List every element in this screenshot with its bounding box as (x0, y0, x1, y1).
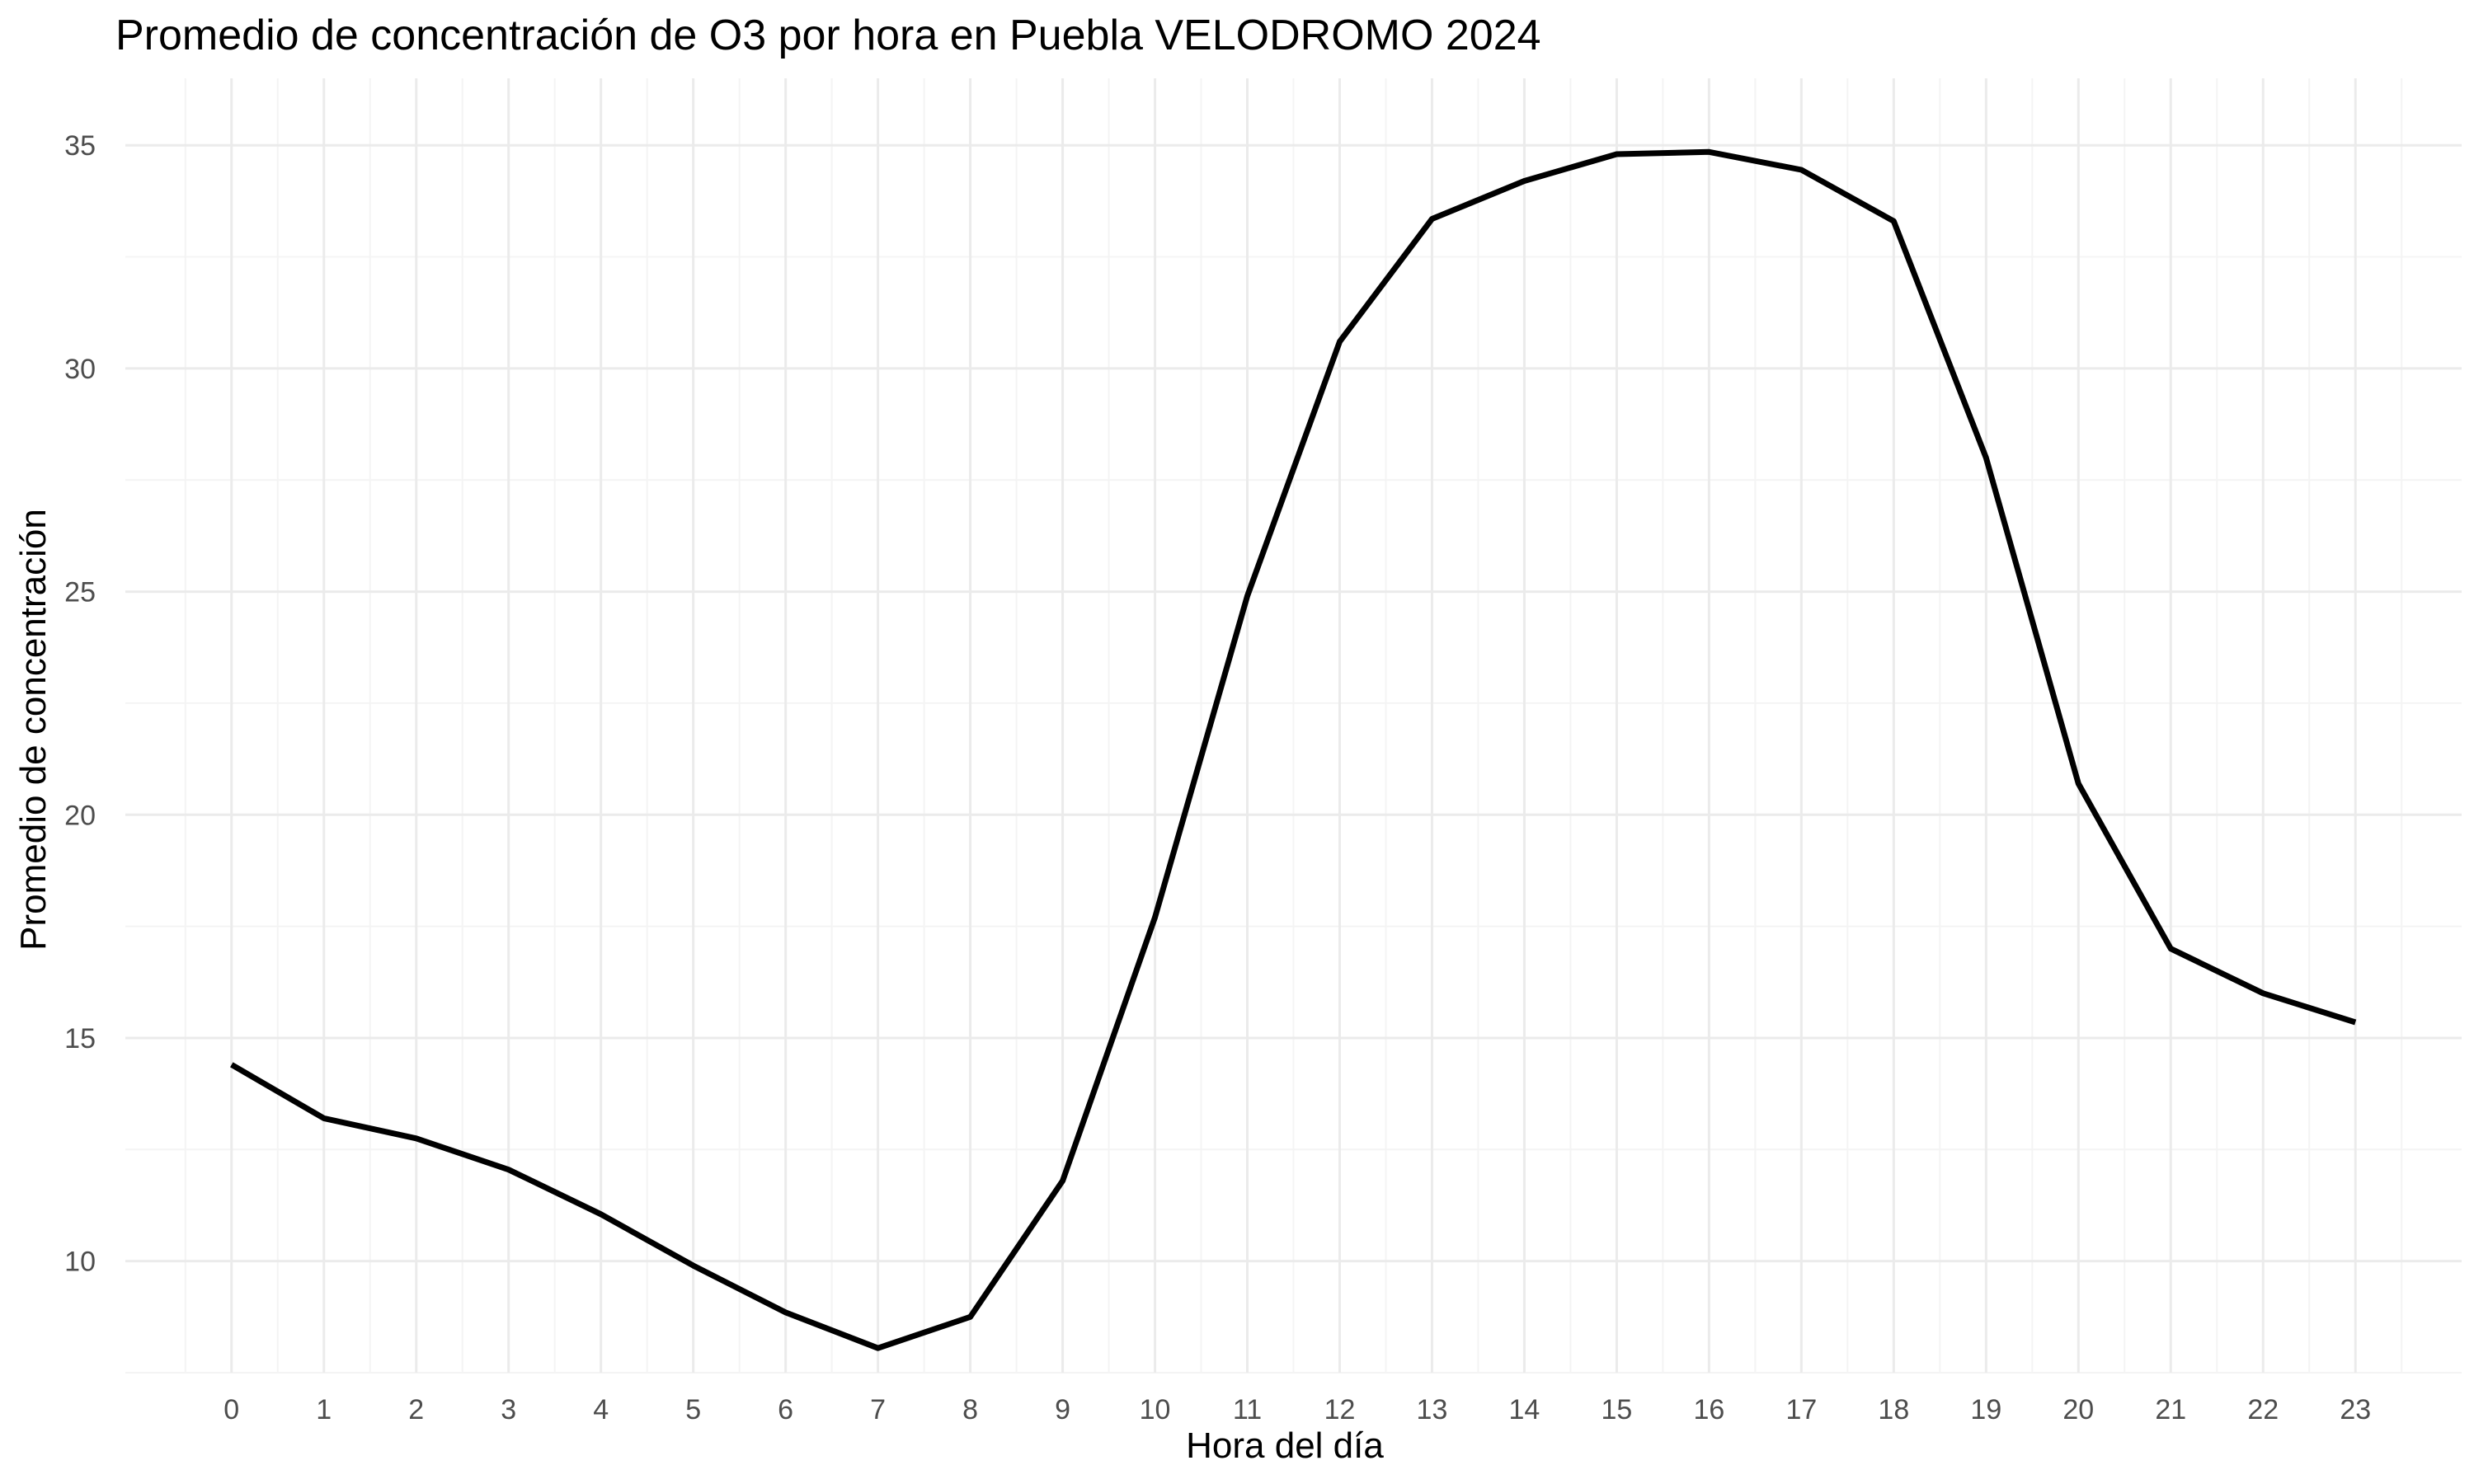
x-tick-label: 17 (1785, 1394, 1817, 1425)
x-tick-label: 4 (593, 1394, 609, 1425)
x-tick-label: 8 (962, 1394, 978, 1425)
x-tick-label: 9 (1055, 1394, 1070, 1425)
y-tick-label: 10 (64, 1247, 96, 1278)
x-tick-label: 13 (1417, 1394, 1448, 1425)
x-tick-label: 0 (223, 1394, 239, 1425)
x-tick-label: 6 (778, 1394, 793, 1425)
x-tick-label: 11 (1233, 1394, 1262, 1425)
x-tick-label: 2 (408, 1394, 424, 1425)
x-tick-label: 16 (1693, 1394, 1724, 1425)
x-tick-label: 20 (2062, 1394, 2094, 1425)
x-tick-label: 23 (2340, 1394, 2371, 1425)
x-tick-label: 1 (316, 1394, 332, 1425)
y-tick-label: 30 (64, 354, 96, 385)
y-tick-label: 25 (64, 577, 96, 608)
x-tick-label: 22 (2247, 1394, 2279, 1425)
x-tick-label: 21 (2155, 1394, 2186, 1425)
major-gridlines (125, 78, 2462, 1373)
x-tick-label: 5 (685, 1394, 701, 1425)
x-axis-tick-labels: 0 1 2 3 4 5 6 7 8 9 10 11 12 13 14 15 16 17 18 19 20 21 22 23 (223, 1394, 2371, 1425)
x-tick-label: 15 (1602, 1394, 1633, 1425)
y-axis-tick-labels: 10 15 20 25 30 35 (64, 130, 96, 1277)
x-tick-label: 3 (501, 1394, 516, 1425)
minor-gridlines (125, 78, 2462, 1374)
series-line (230, 148, 2357, 1351)
x-tick-label: 19 (1970, 1394, 2001, 1425)
y-tick-label: 20 (64, 800, 96, 831)
y-tick-label: 35 (64, 130, 96, 162)
x-tick-label: 12 (1324, 1394, 1356, 1425)
series-layer (230, 148, 2357, 1351)
chart-title: Promedio de concentración de O3 por hora… (115, 12, 1541, 59)
x-tick-label: 10 (1140, 1394, 1171, 1425)
x-axis-title: Hora del día (1186, 1425, 1384, 1466)
y-tick-label: 15 (64, 1023, 96, 1054)
x-tick-label: 7 (870, 1394, 886, 1425)
y-axis-title: Promedio de concentración (13, 509, 54, 951)
x-tick-label: 18 (1878, 1394, 1909, 1425)
x-tick-label: 14 (1509, 1394, 1540, 1425)
